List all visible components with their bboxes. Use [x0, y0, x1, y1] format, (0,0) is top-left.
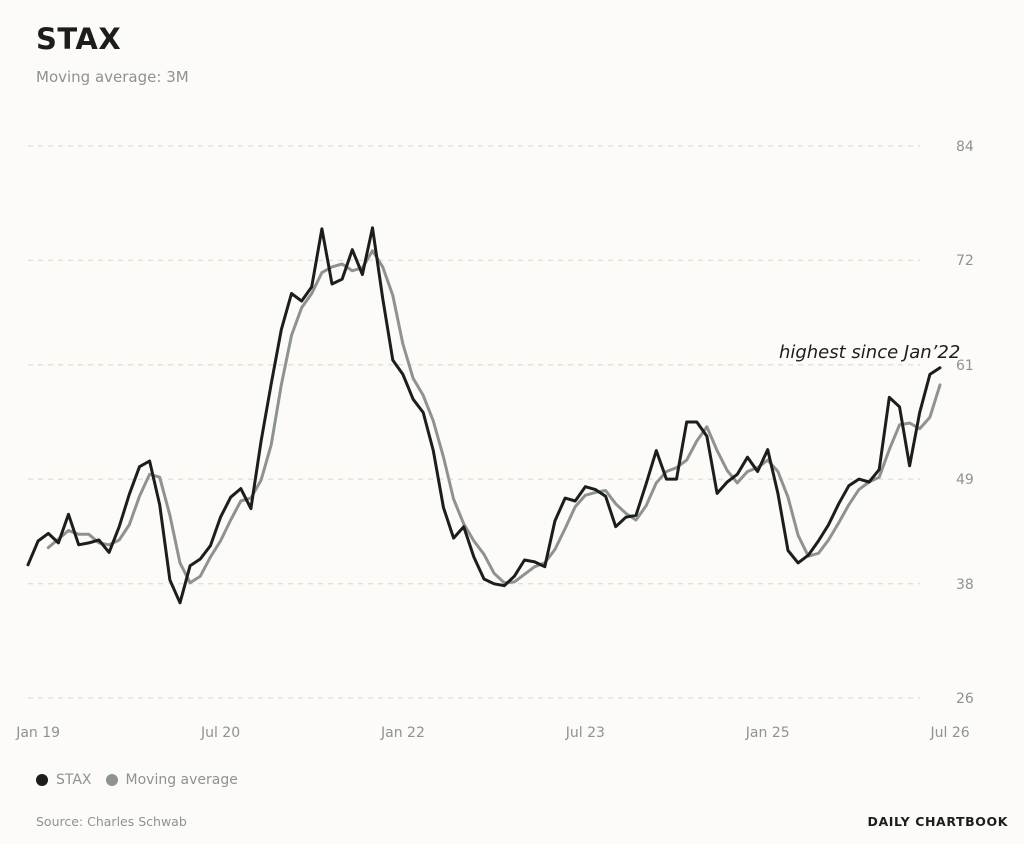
x-tick-label-jul-26: Jul 26 — [930, 725, 970, 741]
chart-title: STAX — [36, 22, 122, 56]
x-tick-label-jul-23: Jul 23 — [565, 725, 605, 741]
x-tick-label-jul-20: Jul 20 — [200, 725, 240, 741]
y-tick-label-38: 38 — [956, 577, 974, 593]
legend-label-stax: STAX — [56, 772, 92, 788]
source-note: Source: Charles Schwab — [36, 814, 187, 829]
series-line-moving-average — [46, 249, 942, 585]
legend-item-stax: STAX — [36, 772, 92, 788]
legend-label-moving-average: Moving average — [125, 772, 238, 788]
x-tick-label-jan-22: Jan 22 — [380, 725, 425, 741]
x-tick-label-jan-25: Jan 25 — [745, 725, 790, 741]
annotation-0: highest since Jan’22 — [779, 342, 960, 363]
brand-logo: DAILY CHARTBOOK — [867, 814, 1008, 829]
y-tick-label-72: 72 — [956, 253, 974, 269]
chart-subtitle: Moving average: 3M — [36, 68, 189, 86]
legend-item-moving-average: Moving average — [105, 772, 238, 788]
y-tick-label-49: 49 — [956, 472, 974, 488]
y-tick-label-26: 26 — [956, 691, 974, 707]
legend-swatch-stax — [36, 774, 48, 786]
y-tick-label-84: 84 — [956, 139, 974, 155]
series-line-stax — [26, 226, 942, 605]
y-tick-label-61: 61 — [956, 358, 974, 374]
legend: STAX Moving average — [36, 772, 252, 788]
x-tick-label-jan-19: Jan 19 — [15, 725, 60, 741]
legend-swatch-moving-average — [105, 774, 118, 786]
